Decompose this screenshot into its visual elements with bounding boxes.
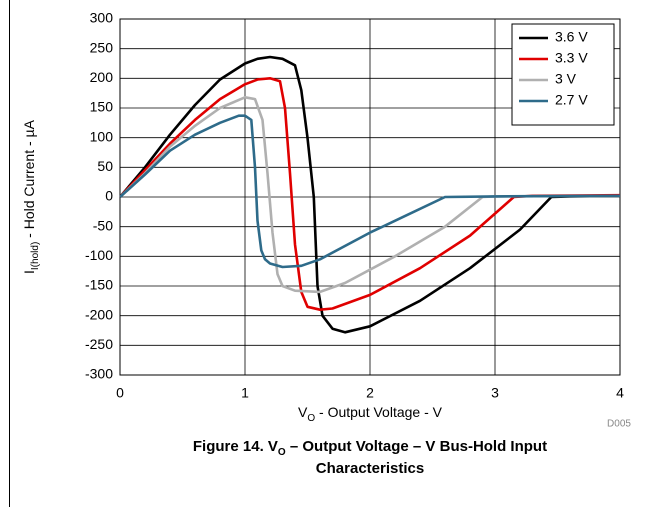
series-line bbox=[119, 77, 621, 311]
x-tick-label: 3 bbox=[491, 385, 499, 401]
y-tick-label: 50 bbox=[97, 158, 113, 174]
y-tick-label: 250 bbox=[90, 39, 114, 55]
y-tick-label: 300 bbox=[90, 10, 114, 26]
y-tick-label: -250 bbox=[85, 336, 113, 352]
x-axis-label-part: O bbox=[307, 413, 315, 424]
legend-label: 3.3 V bbox=[555, 50, 588, 66]
x-tick-label: 4 bbox=[616, 385, 624, 401]
x-axis-label-part: V bbox=[298, 404, 308, 420]
y-axis-label: II(hold) - Hold Current - µA bbox=[21, 119, 41, 274]
legend-label: 3 V bbox=[555, 71, 577, 87]
y-tick-label: -150 bbox=[85, 277, 113, 293]
legend-label: 3.6 V bbox=[555, 29, 588, 45]
chart-title: Figure 14. VO – Output Voltage – V Bus-H… bbox=[193, 438, 547, 458]
x-axis-label-part: - Output Voltage - V bbox=[315, 404, 443, 420]
y-axis-label-part: - Hold Current - µA bbox=[21, 119, 37, 241]
series-line bbox=[119, 114, 621, 269]
legend-box bbox=[511, 23, 615, 126]
x-axis-label: VO - Output Voltage - V bbox=[298, 404, 443, 424]
y-tick-label: 100 bbox=[90, 128, 114, 144]
x-tick-label: 1 bbox=[241, 385, 249, 401]
y-tick-label: 200 bbox=[90, 69, 114, 85]
y-axis-label-part: I(hold) bbox=[30, 242, 41, 270]
y-tick-label: -100 bbox=[85, 247, 113, 263]
chart-title-part: Figure 14. V bbox=[193, 438, 278, 455]
y-tick-label: -200 bbox=[85, 306, 113, 322]
y-tick-label: -50 bbox=[93, 217, 113, 233]
series-line bbox=[119, 96, 621, 294]
y-tick-label: -300 bbox=[85, 366, 113, 382]
chart-title-part: Characteristics bbox=[316, 460, 424, 477]
annotation: D005 bbox=[607, 419, 631, 430]
chart-title-part: O bbox=[278, 447, 286, 458]
x-tick-label: 2 bbox=[366, 385, 374, 401]
chart-title-part: – Output Voltage – V Bus-Hold Input bbox=[286, 438, 547, 455]
y-tick-label: 0 bbox=[105, 188, 113, 204]
chart-title: Characteristics bbox=[316, 460, 424, 477]
series-line bbox=[119, 55, 621, 334]
y-tick-label: 150 bbox=[90, 99, 114, 115]
x-tick-label: 0 bbox=[116, 385, 124, 401]
legend-label: 2.7 V bbox=[555, 92, 588, 108]
y-axis-label-part: I bbox=[21, 270, 37, 274]
